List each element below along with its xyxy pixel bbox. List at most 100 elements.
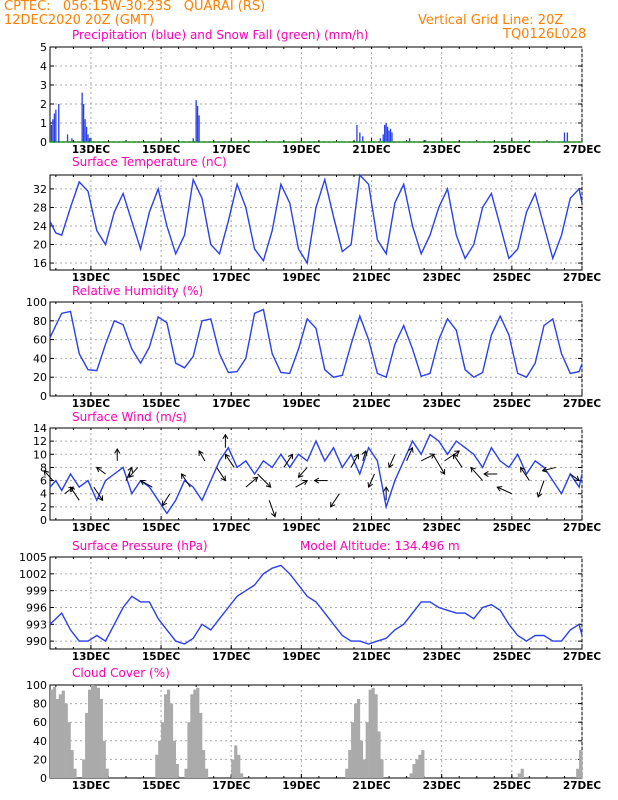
header-location: CPTEC: 056:15W-30:23S QUARAI (RS) [4, 0, 266, 14]
cloud-bar [64, 703, 68, 778]
rh-xtick-label: 17DEC [212, 398, 251, 410]
precip-bar [196, 105, 199, 142]
precip-ytick-label: 2 [40, 98, 47, 111]
cloud-bar [345, 768, 349, 778]
pres-ytick-label: 990 [26, 635, 47, 648]
wind-arrow-head [536, 491, 543, 498]
wind-arrow-head [574, 475, 580, 482]
wind-arrow-head [139, 479, 146, 486]
cloud-bar [517, 773, 521, 778]
precip-bar [85, 126, 88, 142]
wind-arrow-head [127, 466, 133, 473]
precip-xtick-label: 17DEC [212, 144, 251, 156]
wind-arrow-head [114, 448, 121, 454]
precip-bar [192, 138, 194, 142]
wind-arrow-head [383, 486, 390, 492]
rh-title: Relative Humidity (%) [72, 284, 204, 298]
pres-ytick-label: 999 [26, 585, 47, 598]
precip-bar [386, 126, 389, 142]
wind-arrow [470, 467, 483, 481]
wind-ytick-label: 2 [40, 501, 47, 514]
cloud-bar [164, 694, 168, 778]
wind-arrow [245, 476, 258, 488]
wind-arrow [542, 466, 556, 472]
pres-xtick-label: 15DEC [142, 651, 181, 663]
precip-bar [359, 132, 361, 142]
cloud-bar [187, 722, 191, 778]
wind-arrow [181, 473, 191, 488]
wind-arrow-head [128, 472, 134, 479]
cloud-bar [105, 768, 109, 778]
cloud-bar [52, 686, 57, 778]
cloud-bar [58, 694, 62, 778]
cloud-frame [49, 684, 583, 779]
wind-xtick-label: 23DEC [423, 522, 462, 534]
precip-bar [385, 123, 387, 142]
wind-arrow-head [454, 450, 461, 456]
cloud-ytick-label: 80 [33, 698, 47, 711]
precip-bar [58, 104, 60, 142]
cloud-bar [374, 694, 378, 778]
wind-arrow-head [367, 482, 373, 489]
rh-ytick-label: 100 [26, 296, 47, 309]
cloud-bar [576, 768, 580, 778]
rh-line [49, 308, 583, 379]
cloud-bar [172, 740, 176, 778]
temp-ytick-label: 28 [33, 201, 47, 214]
wind-arrow [268, 500, 276, 517]
precip-xtick-label: 15DEC [142, 144, 181, 156]
temp-ytick-label: 20 [33, 239, 47, 252]
cloud-bar [368, 689, 372, 778]
pres-ytick-label: 996 [26, 601, 47, 614]
cloud-bar [377, 731, 381, 778]
precip-bar [53, 113, 56, 142]
wind-arrow [198, 450, 206, 462]
wind-xtick-label: 19DEC [282, 522, 321, 534]
cloud-bar [158, 740, 162, 778]
wind-arrow [216, 467, 226, 481]
cloud-bar [412, 764, 416, 778]
cloud-bar [409, 773, 413, 778]
cloud-bar [579, 750, 583, 778]
rh-xtick-label: 23DEC [423, 398, 462, 410]
cloud-bar [415, 759, 419, 778]
temp-xtick-label: 21DEC [352, 272, 391, 284]
cloud-bar [199, 712, 203, 778]
wind-arrow [43, 470, 54, 481]
wind-xtick-label: 21DEC [352, 522, 391, 534]
wind-arrow [128, 467, 139, 478]
cloud-title: Cloud Cover (%) [72, 666, 170, 680]
cloud-xtick-label: 23DEC [423, 780, 462, 792]
pres-title: Surface Pressure (hPa) [72, 539, 208, 553]
precip-bar [408, 138, 411, 142]
cloud-bar [348, 750, 352, 778]
precip-bar [81, 92, 83, 142]
pres-subtitle: Model Altitude: 134.496 m [300, 539, 460, 553]
wind-arrow-head [483, 471, 489, 477]
wind-arrow-head [198, 450, 204, 457]
wind-arrow-head [220, 475, 226, 482]
cloud-bar [90, 685, 95, 778]
wind-arrow [162, 493, 171, 506]
wind-arrow-head [429, 453, 436, 459]
wind-arrow-head [520, 466, 526, 473]
cloud-bar [204, 768, 209, 778]
pres-ytick-label: 1002 [19, 568, 47, 581]
precip-ytick-label: 0 [40, 136, 47, 149]
precip-title: Precipitation (blue) and Snow Fall (gree… [72, 28, 369, 42]
cloud-bar [73, 768, 77, 778]
wind-arrow [388, 454, 396, 468]
cloud-bar [50, 689, 54, 778]
cloud-bar [240, 773, 244, 778]
precip-ytick-label: 3 [40, 79, 47, 92]
rh-xtick-label: 27DEC [563, 398, 602, 410]
temp-xtick-label: 25DEC [493, 272, 532, 284]
rh-xtick-label: 19DEC [282, 398, 321, 410]
precip-bar [198, 115, 200, 142]
wind-ytick-label: 8 [40, 461, 47, 474]
pres-xtick-label: 19DEC [282, 651, 321, 663]
wind-xtick-label: 15DEC [142, 522, 181, 534]
temp-title: Surface Temperature (nC) [72, 155, 227, 169]
cloud-bar [351, 722, 355, 778]
cloud-bar [161, 722, 165, 778]
